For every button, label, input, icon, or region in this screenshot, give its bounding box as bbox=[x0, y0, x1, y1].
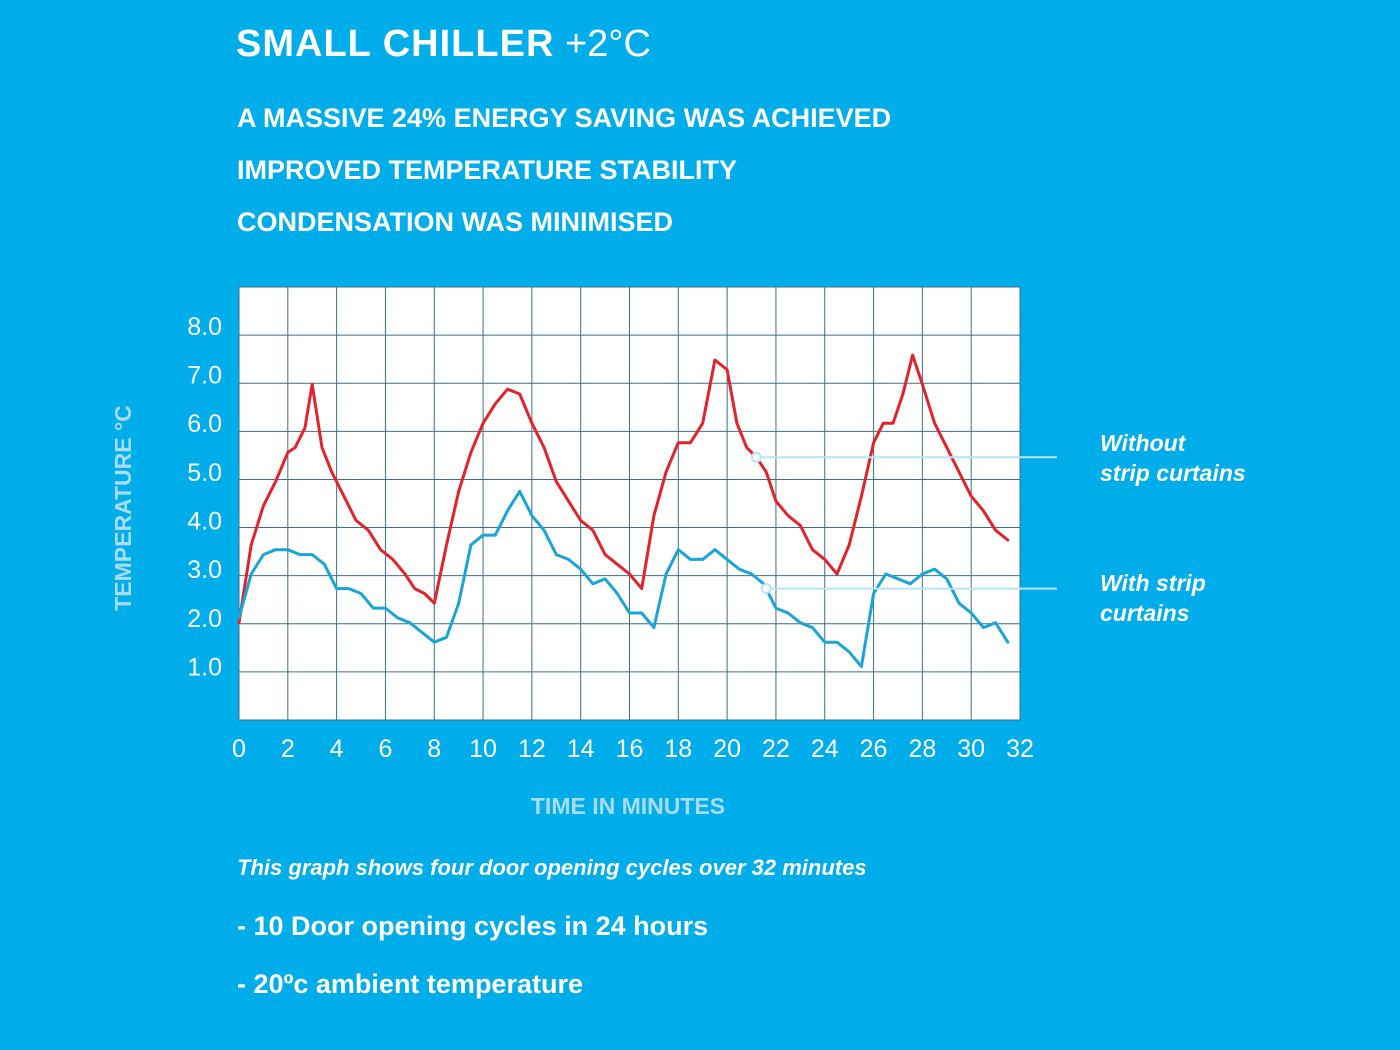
y-tick-label: 6.0 bbox=[187, 410, 222, 438]
x-tick-label: 16 bbox=[616, 735, 644, 763]
series-callouts: Without strip curtains With strip curtains bbox=[750, 430, 1246, 626]
graph-caption: This graph shows four door opening cycle… bbox=[237, 855, 867, 880]
title-main: SMALL CHILLER bbox=[236, 23, 555, 65]
x-tick-label: 10 bbox=[469, 735, 497, 763]
y-tick-label: 5.0 bbox=[187, 459, 222, 487]
y-tick-label: 3.0 bbox=[187, 556, 222, 584]
note-ambient-temperature: - 20ºc ambient temperature bbox=[237, 969, 583, 999]
series-layer bbox=[237, 353, 1010, 668]
y-tick-labels: 1.0 2.0 3.0 4.0 5.0 6.0 7.0 8.0 bbox=[187, 313, 222, 682]
x-tick-label: 26 bbox=[860, 735, 888, 763]
x-tick-labels: 0 2 4 6 8 10 12 14 16 18 20 22 24 26 28 30 32 bbox=[232, 735, 1034, 763]
y-axis-label: TEMPERATURE °C bbox=[110, 405, 136, 611]
series-annotation: With strip curtains bbox=[1100, 570, 1206, 626]
title-sub: +2°C bbox=[564, 23, 651, 65]
highlight-temperature-stability: IMPROVED TEMPERATURE STABILITY bbox=[237, 155, 738, 185]
y-tick-label: 4.0 bbox=[187, 508, 222, 536]
x-tick-label: 18 bbox=[664, 735, 692, 763]
callout-marker bbox=[760, 583, 772, 595]
series-line-without-curtains bbox=[237, 353, 1010, 625]
x-tick-label: 4 bbox=[330, 735, 344, 763]
y-tick-label: 8.0 bbox=[187, 313, 222, 341]
x-axis-label: TIME IN MINUTES bbox=[531, 793, 725, 819]
x-tick-label: 24 bbox=[811, 735, 839, 763]
x-tick-label: 12 bbox=[518, 735, 546, 763]
x-tick-label: 32 bbox=[1006, 735, 1034, 763]
note-door-cycles: - 10 Door opening cycles in 24 hours bbox=[237, 911, 709, 941]
y-tick-label: 7.0 bbox=[187, 362, 222, 390]
x-tick-label: 22 bbox=[762, 735, 790, 763]
y-tick-label: 2.0 bbox=[187, 605, 222, 633]
y-tick-label: 1.0 bbox=[187, 653, 222, 681]
series-annotation: Without strip curtains bbox=[1100, 430, 1246, 486]
highlight-energy-saving: A MASSIVE 24% ENERGY SAVING WAS ACHIEVED bbox=[237, 103, 892, 133]
x-tick-label: 8 bbox=[427, 735, 441, 763]
chart-title: SMALL CHILLER +2°C bbox=[236, 22, 651, 66]
highlight-condensation: CONDENSATION WAS MINIMISED bbox=[237, 207, 674, 237]
grid-lines bbox=[238, 286, 1021, 721]
x-tick-label: 30 bbox=[957, 735, 985, 763]
x-tick-label: 6 bbox=[378, 735, 392, 763]
x-tick-label: 0 bbox=[232, 735, 246, 763]
x-tick-label: 14 bbox=[567, 735, 595, 763]
series-line-with-curtains bbox=[237, 489, 1010, 668]
callout-marker bbox=[750, 451, 762, 463]
x-tick-label: 20 bbox=[713, 735, 741, 763]
x-tick-label: 2 bbox=[281, 735, 295, 763]
x-tick-label: 28 bbox=[908, 735, 936, 763]
